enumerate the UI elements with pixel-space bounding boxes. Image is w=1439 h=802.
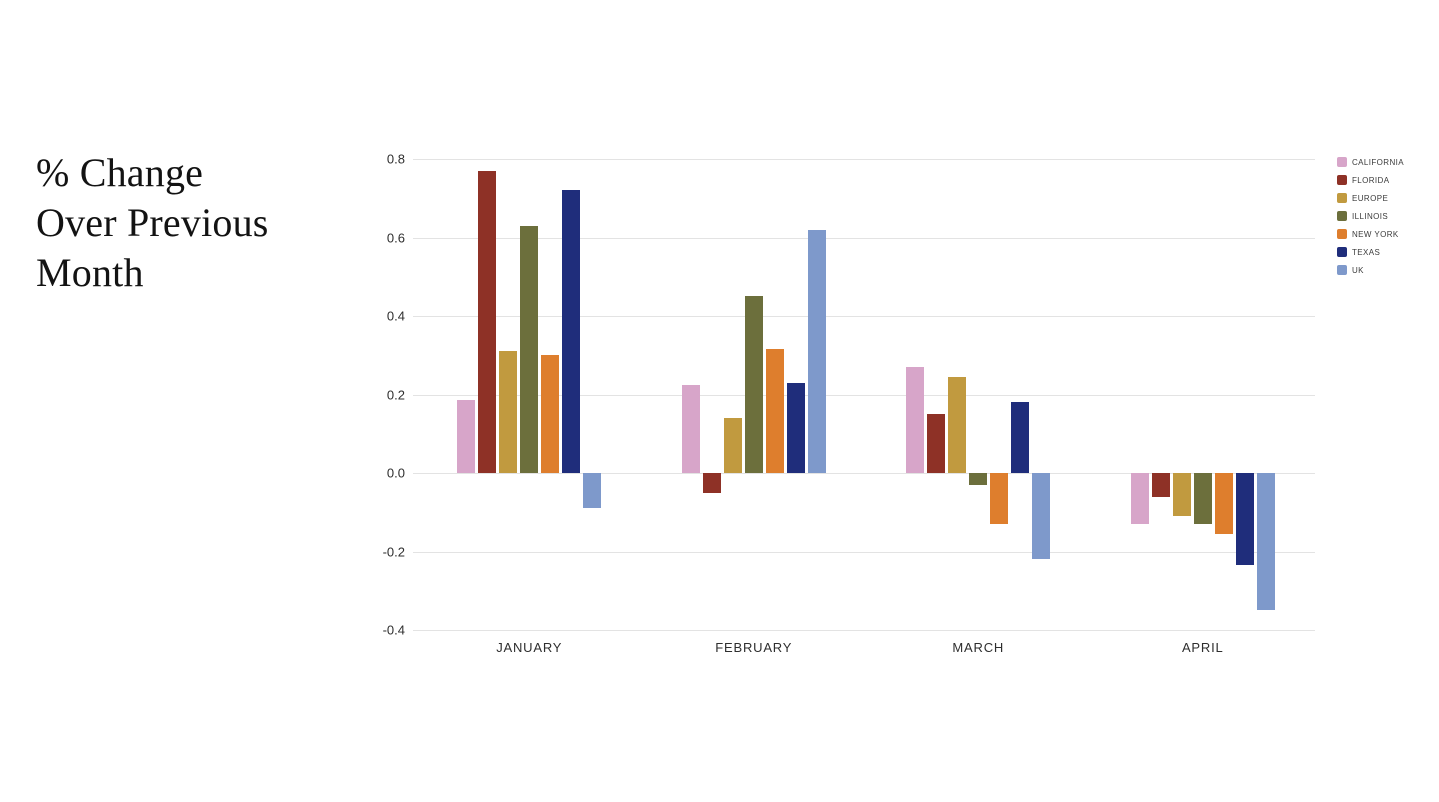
bar-new-york-april[interactable]: [1214, 473, 1233, 534]
bar-europe-march[interactable]: [948, 376, 967, 473]
gridline-0.2: [413, 394, 1315, 396]
legend-item-illinois[interactable]: ILLINOIS: [1337, 211, 1404, 221]
x-axis-label-march: MARCH: [952, 640, 1005, 655]
legend-label-california: CALIFORNIA: [1352, 157, 1405, 167]
bar-texas-january[interactable]: [562, 190, 581, 473]
chart-title-line-2: Over Previous: [36, 200, 269, 245]
gridline-0.0: [413, 473, 1315, 474]
bar-illinois-march[interactable]: [969, 473, 988, 485]
legend-swatch-illinois: [1337, 211, 1347, 221]
bar-uk-february[interactable]: [807, 229, 826, 473]
legend-item-florida[interactable]: FLORIDA: [1337, 175, 1404, 185]
bar-texas-april[interactable]: [1235, 473, 1254, 566]
legend-label-new-york: NEW YORK: [1352, 229, 1399, 239]
bar-california-january[interactable]: [457, 400, 476, 473]
bar-florida-february[interactable]: [702, 473, 721, 493]
legend-item-uk[interactable]: UK: [1337, 265, 1404, 275]
chart-legend: CALIFORNIA FLORIDA EUROPE ILLINOIS NEW YORK T…: [1337, 157, 1404, 275]
y-axis-tick-label--0.4: -0.4: [382, 622, 405, 638]
y-axis-tick-label-0.6: 0.6: [386, 230, 405, 245]
bar-texas-march[interactable]: [1011, 402, 1030, 473]
bar-illinois-february[interactable]: [744, 296, 763, 473]
x-axis-label-february: FEBRUARY: [715, 640, 793, 655]
bar-california-february[interactable]: [681, 384, 700, 473]
gridline-0.6: [413, 237, 1315, 239]
legend-label-europe: EUROPE: [1352, 193, 1389, 203]
y-axis-tick-label-0.4: 0.4: [386, 308, 405, 324]
bar-uk-april[interactable]: [1256, 473, 1275, 611]
bar-europe-january[interactable]: [499, 351, 518, 473]
x-axis-label-january: JANUARY: [496, 640, 563, 655]
legend-swatch-uk: [1337, 265, 1347, 275]
gridline--0.4: [413, 630, 1315, 631]
y-axis-tick-label-0.8: 0.8: [386, 151, 405, 167]
legend-label-florida: FLORIDA: [1352, 175, 1390, 185]
gridline--0.2: [413, 551, 1315, 553]
legend-item-new-york[interactable]: NEW YORK: [1337, 229, 1404, 239]
bar-illinois-april[interactable]: [1193, 473, 1212, 525]
bar-texas-february[interactable]: [786, 382, 805, 473]
legend-swatch-florida: [1337, 175, 1347, 185]
bar-florida-january[interactable]: [478, 170, 497, 473]
y-axis-tick-label-0.0: 0.0: [386, 465, 405, 481]
bar-uk-march[interactable]: [1032, 473, 1051, 560]
legend-swatch-europe: [1337, 193, 1347, 203]
legend-swatch-new-york: [1337, 229, 1347, 239]
legend-item-california[interactable]: CALIFORNIA: [1337, 157, 1404, 167]
bar-illinois-january[interactable]: [520, 225, 539, 473]
y-axis-tick-label-0.2: 0.2: [386, 387, 405, 402]
bar-california-april[interactable]: [1130, 473, 1149, 525]
bar-new-york-january[interactable]: [541, 355, 560, 473]
y-axis-tick-label--0.2: -0.2: [382, 544, 405, 559]
bar-florida-april[interactable]: [1151, 473, 1170, 497]
gridline-0.4: [413, 316, 1315, 317]
legend-label-uk: UK: [1352, 265, 1364, 275]
gridline-0.8: [413, 159, 1315, 160]
bar-new-york-february[interactable]: [765, 349, 784, 473]
legend-swatch-texas: [1337, 247, 1347, 257]
bar-europe-february[interactable]: [723, 418, 742, 473]
legend-item-europe[interactable]: EUROPE: [1337, 193, 1404, 203]
chart-title-line-1: % Change: [36, 150, 204, 195]
chart-title-line-3: Month: [36, 250, 144, 295]
bar-uk-january[interactable]: [583, 473, 602, 509]
bar-new-york-march[interactable]: [990, 473, 1009, 525]
legend-label-texas: TEXAS: [1352, 247, 1381, 257]
plot-area: 0.8 0.6 0.4 0.2 0.0 -0.2 -0.4 JANUARY FEBRUARY MA…: [383, 152, 1315, 655]
chart-title: % Change Over Previous Month: [36, 148, 269, 298]
x-axis-label-april: APRIL: [1181, 640, 1224, 655]
legend-label-illinois: ILLINOIS: [1352, 211, 1389, 221]
bar-florida-march[interactable]: [927, 414, 946, 473]
legend-swatch-california: [1337, 157, 1347, 167]
bar-europe-april[interactable]: [1172, 473, 1191, 517]
bar-california-march[interactable]: [906, 367, 925, 473]
legend-item-texas[interactable]: TEXAS: [1337, 247, 1404, 257]
